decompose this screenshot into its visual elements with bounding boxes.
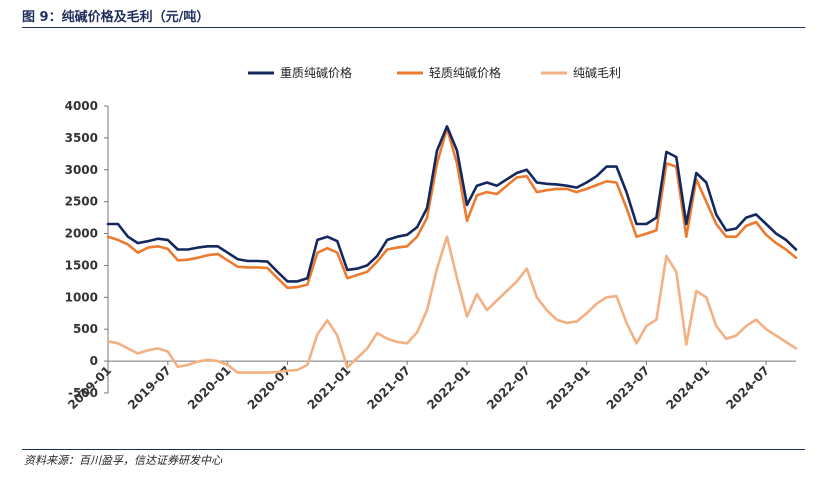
x-tick-label: 2020-01 bbox=[185, 363, 234, 412]
series-line-2 bbox=[106, 235, 798, 374]
x-axis: 2019-01 2019-07 2020-01 2020-07 2021-01 2021-… bbox=[65, 360, 796, 412]
figure-title: 图 9：纯碱价格及毛利（元/吨） bbox=[22, 10, 210, 25]
y-tick-label: 3500 bbox=[65, 131, 98, 145]
x-tick-label: 2023-07 bbox=[604, 363, 653, 412]
x-tick-label: 2019-07 bbox=[125, 363, 174, 412]
series-line-1 bbox=[106, 127, 798, 290]
y-axis: -500 0 500 1000 1500 2000 2500 3000 3500 4000 bbox=[65, 99, 109, 400]
x-tick-label: 2022-07 bbox=[484, 363, 533, 412]
y-tick-label: 2000 bbox=[65, 227, 98, 241]
legend: 重质纯碱价格 轻质纯碱价格 纯碱毛利 bbox=[248, 65, 621, 80]
source-note: 资料来源：百川盈孚，信达证券研发中心 bbox=[24, 454, 222, 467]
y-tick-label: -500 bbox=[68, 386, 98, 400]
y-tick-label: 4000 bbox=[65, 99, 98, 113]
y-tick-label: 3000 bbox=[65, 163, 98, 177]
legend-label-1: 轻质纯碱价格 bbox=[429, 65, 501, 80]
y-tick-label: 0 bbox=[90, 354, 98, 368]
legend-label-2: 纯碱毛利 bbox=[573, 66, 621, 80]
y-tick-label: 2500 bbox=[65, 195, 98, 209]
line-chart: 重质纯碱价格 轻质纯碱价格 纯碱毛利 -500 0 500 1000 1500 2000 250… bbox=[65, 65, 798, 412]
x-tick-label: 2024-01 bbox=[664, 363, 713, 412]
top-rule bbox=[22, 27, 805, 28]
bottom-rule bbox=[22, 449, 805, 450]
legend-label-0: 重质纯碱价格 bbox=[280, 65, 352, 80]
x-tick-label: 2024-07 bbox=[723, 363, 772, 412]
y-tick-label: 1000 bbox=[65, 290, 98, 304]
plot-area bbox=[106, 125, 798, 374]
x-tick-label: 2021-01 bbox=[305, 363, 354, 412]
y-tick-label: 500 bbox=[73, 322, 98, 336]
x-tick-label: 2021-07 bbox=[364, 363, 413, 412]
x-tick-label: 2022-01 bbox=[424, 363, 473, 412]
series-line-0 bbox=[106, 125, 798, 283]
y-tick-label: 1500 bbox=[65, 258, 98, 272]
x-tick-label: 2023-01 bbox=[544, 363, 593, 412]
